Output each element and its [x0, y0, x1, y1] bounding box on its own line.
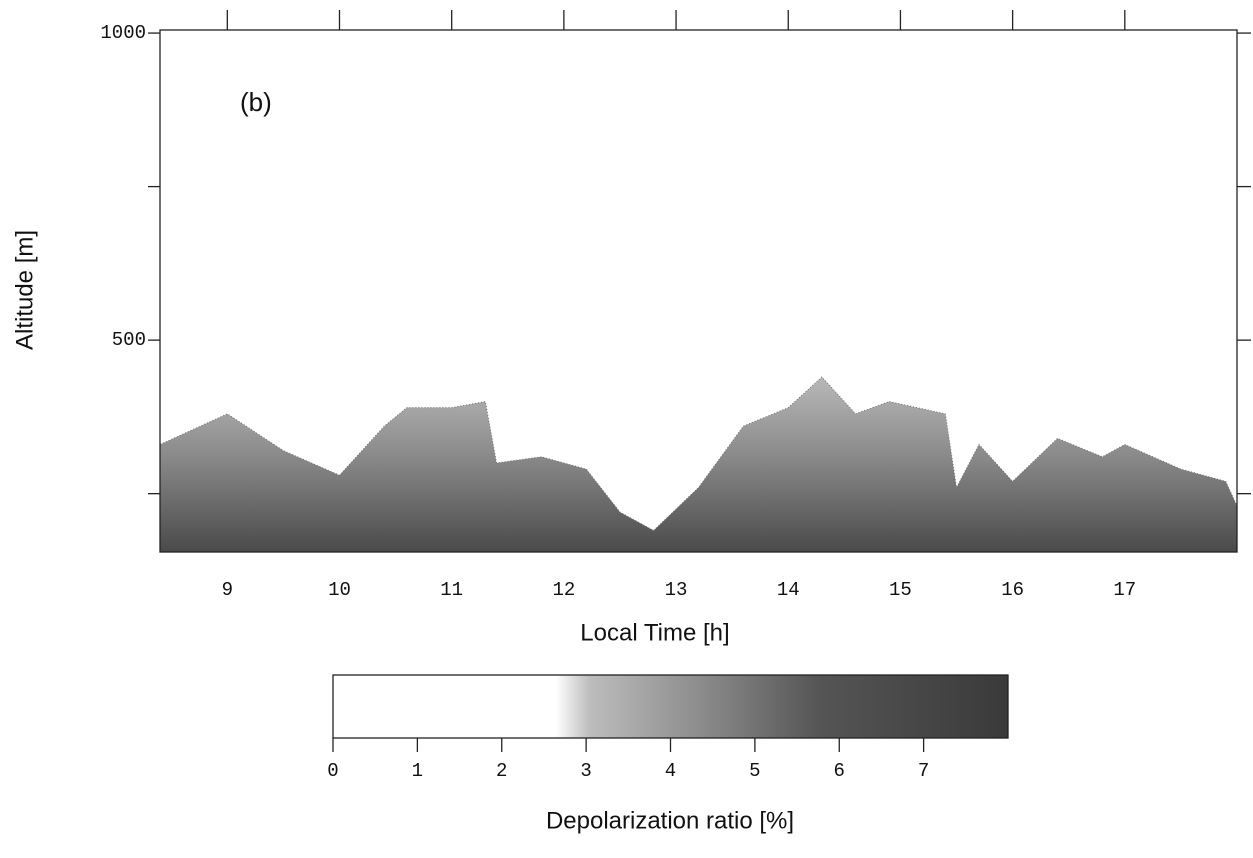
colorbar-tick-label: 6 [834, 760, 845, 782]
plot-frame [159, 29, 1238, 553]
colorbar-tick-label: 5 [749, 760, 760, 782]
colorbar-tick-label: 1 [412, 760, 423, 782]
x-tick-label: 14 [777, 579, 800, 601]
colorbar-tick-label: 4 [665, 760, 676, 782]
x-tick-label: 15 [889, 579, 912, 601]
colorbar-tick-label: 3 [580, 760, 591, 782]
annotation: (b) [240, 87, 272, 117]
colorbar-tick-label: 0 [327, 760, 338, 782]
colorbar-tick-label: 7 [918, 760, 929, 782]
x-tick-label: 12 [552, 579, 575, 601]
x-tick-label: 11 [440, 579, 463, 601]
x-tick-label: 16 [1001, 579, 1024, 601]
y-axis-title: Altitude [m] [11, 230, 38, 350]
colorbar [332, 674, 1009, 739]
x-tick-label: 13 [665, 579, 688, 601]
layer-area [159, 376, 1238, 553]
x-tick-label: 17 [1113, 579, 1136, 601]
colorbar-tick-label: 2 [496, 760, 507, 782]
x-axis-title: Local Time [h] [580, 619, 729, 646]
x-tick-label: 9 [222, 579, 233, 601]
y-tick-label: 500 [112, 329, 146, 351]
y-tick-label: 1000 [100, 22, 146, 44]
x-tick-label: 10 [328, 579, 351, 601]
colorbar-title: Depolarization ratio [%] [546, 807, 794, 834]
